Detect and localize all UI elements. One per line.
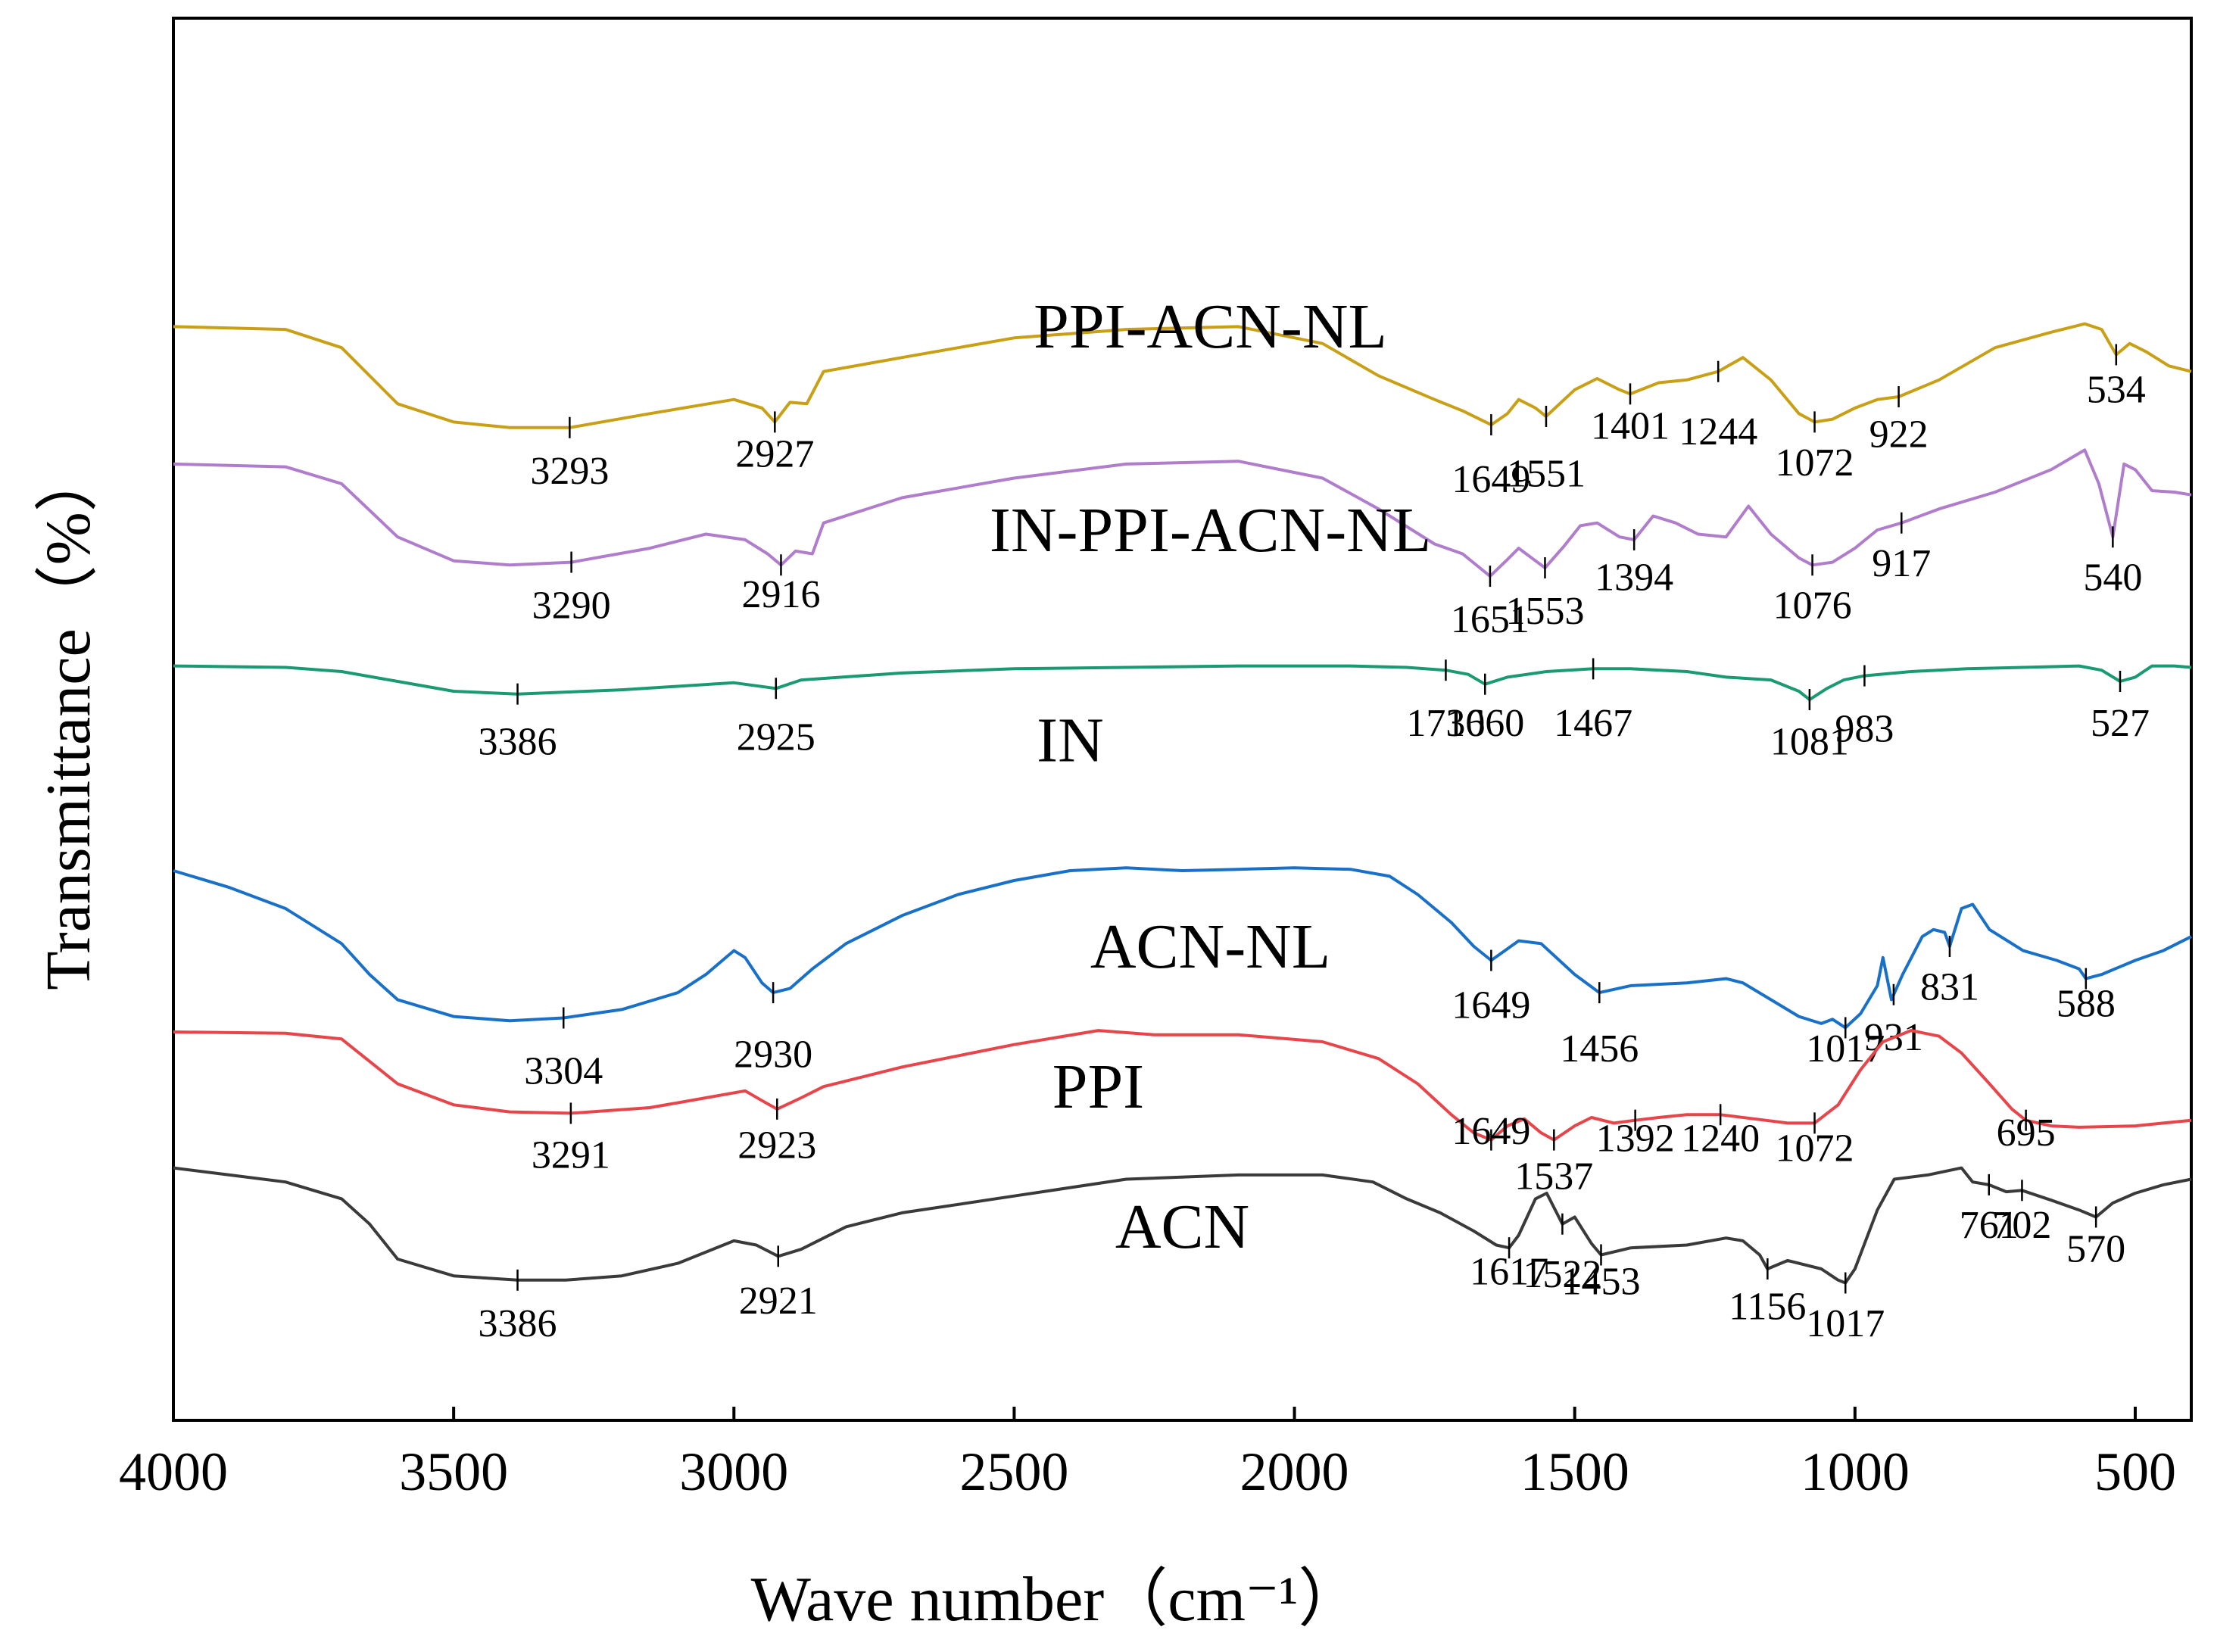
x-tick-label: 4000: [119, 1442, 228, 1502]
series-line-acn-nl: [173, 866, 2192, 1030]
peak-label: 1467: [1554, 702, 1632, 745]
peak-label: 831: [1920, 965, 1979, 1008]
series-line-in-ppi-acn-nl: [173, 448, 2192, 578]
peak-label: 1392: [1596, 1117, 1675, 1160]
peak-label: 1017: [1806, 1302, 1885, 1345]
x-tick-label: 2000: [1240, 1442, 1349, 1502]
peak-label: 3386: [479, 720, 557, 763]
x-axis-title: Wave number（cm⁻¹）: [751, 1564, 1362, 1635]
peak-label: 1551: [1507, 453, 1586, 496]
peak-label: 1156: [1729, 1286, 1806, 1329]
peak-label: 3386: [479, 1302, 557, 1345]
peak-label: 1244: [1679, 410, 1757, 454]
series-line-in: [173, 664, 2192, 702]
peak-label: 1394: [1595, 556, 1673, 600]
series-name-label: IN-PPI-ACN-NL: [990, 495, 1431, 566]
peak-label: 1617: [1470, 1250, 1548, 1293]
series-name-label: PPI: [1052, 1052, 1144, 1122]
peak-label: 922: [1869, 413, 1929, 457]
series-line-acn: [173, 1166, 2192, 1285]
peak-label: 1537: [1514, 1155, 1593, 1198]
peak-label: 3291: [532, 1134, 610, 1177]
x-tick-label: 3000: [679, 1442, 788, 1502]
peak-label: 3304: [524, 1050, 603, 1093]
peak-label: 702: [1992, 1204, 2051, 1247]
x-axis-ticks: 4000 3500 3000 2500 2000 1500 1000 500: [119, 1407, 2176, 1502]
x-tick-label: 2500: [959, 1442, 1068, 1502]
peak-label: 1453: [1561, 1260, 1640, 1303]
series-line-ppi-acn-nl: [173, 322, 2192, 429]
series-line-ppi: [173, 1029, 2192, 1142]
peak-label: 1076: [1773, 584, 1852, 628]
peak-label: 527: [2091, 702, 2150, 745]
peak-label: 1649: [1452, 983, 1530, 1027]
x-tick-label: 3500: [399, 1442, 508, 1502]
peak-label: 1649: [1452, 1110, 1530, 1153]
peak-label: 1730: [1406, 702, 1485, 745]
peak-label: 1522: [1523, 1253, 1601, 1296]
peak-label: 761: [1960, 1204, 2019, 1247]
x-tick-label: 500: [2094, 1442, 2176, 1502]
peak-label: 1553: [1505, 590, 1584, 633]
peak-label: 2923: [737, 1124, 816, 1167]
peak-label: 2916: [741, 573, 820, 616]
peak-label: 1651: [1451, 598, 1530, 641]
series-name-label: PPI-ACN-NL: [1034, 291, 1387, 362]
peak-label: 1456: [1560, 1027, 1639, 1071]
series-name-label: IN: [1037, 706, 1104, 776]
peak-label: 1081: [1770, 720, 1849, 763]
peak-label: 1072: [1776, 441, 1854, 485]
series-name-label: ACN: [1115, 1192, 1249, 1262]
y-axis-title: Transmittance（%）: [33, 448, 104, 990]
peak-label: 2930: [734, 1033, 812, 1076]
peak-label: 917: [1872, 542, 1931, 585]
peak-label: 2921: [739, 1280, 818, 1323]
series-name-label: ACN-NL: [1090, 912, 1330, 982]
peak-label: 1017: [1806, 1027, 1885, 1071]
peak-label: 983: [1835, 708, 1894, 751]
peak-label: 3290: [532, 584, 611, 628]
peak-label: 695: [1997, 1111, 2056, 1155]
peak-label: 2925: [737, 716, 815, 759]
peak-label: 1240: [1681, 1117, 1760, 1160]
peak-label: 1072: [1776, 1127, 1854, 1170]
peak-label: 2927: [735, 433, 814, 476]
peak-label: 1660: [1445, 702, 1524, 745]
peak-label: 588: [2057, 983, 2116, 1026]
peak-label: 540: [2083, 556, 2142, 600]
x-tick-label: 1500: [1520, 1442, 1629, 1502]
peak-label: 570: [2066, 1228, 2125, 1271]
x-tick-label: 1000: [1801, 1442, 1910, 1502]
peak-label: 3293: [530, 450, 609, 493]
peak-label: 534: [2087, 368, 2146, 411]
peak-label: 1649: [1452, 458, 1530, 501]
plot-frame: [172, 17, 2193, 1422]
peak-label: 1401: [1591, 405, 1670, 448]
